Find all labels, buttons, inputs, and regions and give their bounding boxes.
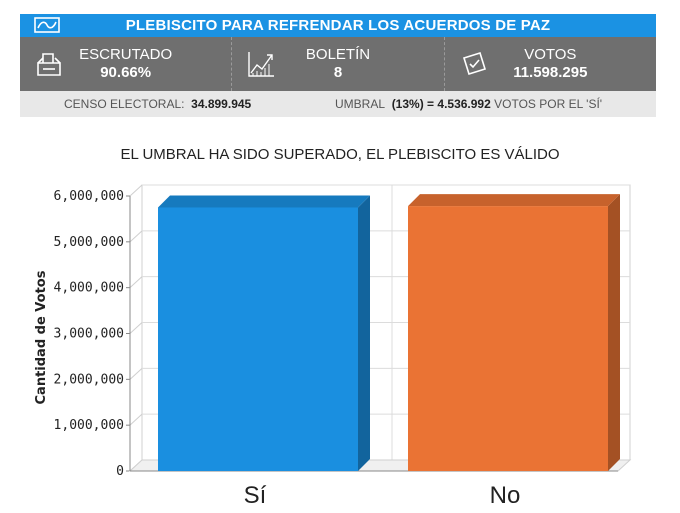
page-title: PLEBISCITO PARA REFRENDAR LOS ACUERDOS D…	[125, 17, 551, 34]
census-info: CENSO ELECTORAL: 34.899.945	[64, 97, 251, 111]
x-category-label: No	[490, 482, 521, 509]
census-value: 34.899.945	[191, 97, 252, 111]
stat-bulletin: BOLETÍN 8	[231, 37, 443, 91]
gridline-diag	[129, 367, 143, 380]
threshold-label: UMBRAL	[335, 97, 386, 111]
stat-value: 8	[333, 64, 343, 81]
threshold-pct: (13%)	[391, 97, 424, 111]
y-tick-label: 4,000,000	[54, 281, 124, 296]
ballot-paper-icon	[462, 51, 486, 76]
stat-label: BOLETÍN	[305, 46, 371, 63]
bar-no	[408, 206, 608, 472]
bar-side-si	[358, 195, 370, 472]
gridline-diag	[129, 184, 143, 197]
census-label: CENSO ELECTORAL:	[64, 97, 185, 111]
header-bar: PLEBISCITO PARA REFRENDAR LOS ACUERDOS D…	[20, 14, 656, 37]
gridline-diag	[129, 276, 143, 289]
stat-votes: VOTOS 11.598.295	[443, 37, 656, 91]
gridline-diag	[129, 230, 143, 243]
flag-icon	[34, 17, 60, 33]
stat-label: ESCRUTADO	[79, 46, 173, 63]
bar-top-si	[158, 195, 370, 208]
stat-scrutinized: ESCRUTADO 90.66%	[20, 37, 231, 91]
trend-chart-icon	[248, 52, 275, 77]
bar-top-no	[408, 194, 620, 207]
y-tick-label: 2,000,000	[54, 372, 124, 387]
y-tick-label: 6,000,000	[54, 189, 124, 204]
y-tick-label: 0	[116, 464, 124, 479]
y-tick-label: 3,000,000	[54, 327, 124, 342]
x-category-label: Sí	[244, 482, 267, 509]
census-bar: CENSO ELECTORAL: 34.899.945 UMBRAL (13%)…	[20, 91, 656, 117]
stat-label: VOTOS	[524, 46, 577, 63]
stats-bar: ESCRUTADO 90.66% BOLETÍN 8 VOTOS 11.598.…	[20, 37, 656, 91]
ballot-box-icon	[37, 53, 61, 76]
threshold-suffix: VOTOS POR EL 'SÍ'	[494, 97, 603, 111]
gridline-diag	[129, 322, 143, 334]
chart-title: EL UMBRAL HA SIDO SUPERADO, EL PLEBISCIT…	[120, 146, 560, 163]
gridline-diag	[129, 413, 143, 426]
threshold-info: UMBRAL (13%) = 4.536.992 VOTOS POR EL 'S…	[335, 97, 602, 111]
y-tick-label: 1,000,000	[54, 418, 124, 433]
bar-side-no	[608, 194, 620, 472]
bar-si	[158, 207, 358, 472]
y-axis-title: Cantidad de Votos	[34, 270, 49, 404]
stat-value: 11.598.295	[513, 64, 588, 81]
threshold-value: = 4.536.992	[427, 97, 491, 111]
y-tick-label: 5,000,000	[54, 235, 124, 250]
stat-value: 90.66%	[100, 64, 152, 81]
